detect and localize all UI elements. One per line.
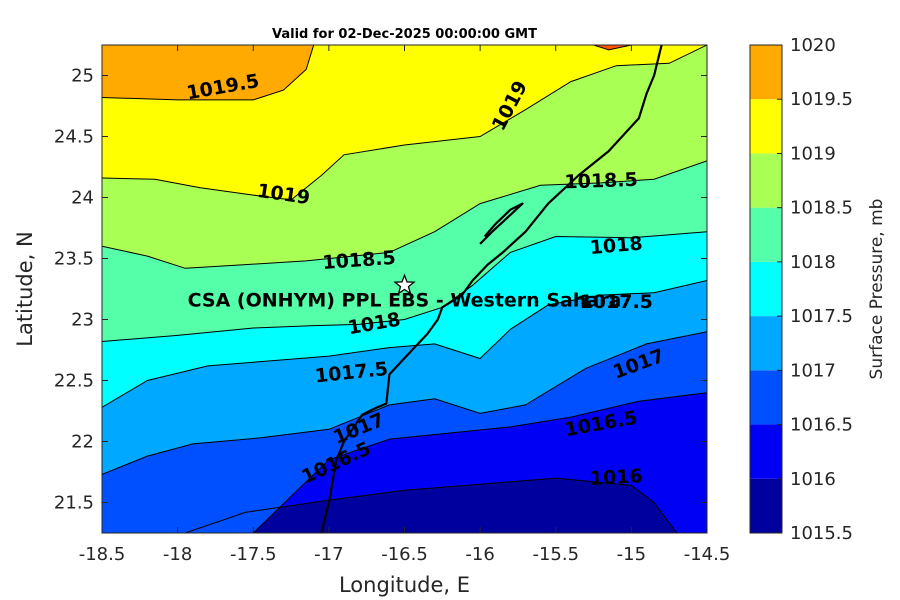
contour-line-1019	[102, 45, 707, 201]
y-tick-label: 24	[71, 188, 94, 209]
x-tick-label: -15	[617, 544, 646, 565]
contour-label-1018.5: 1018.5	[564, 169, 638, 194]
colorbar-swatch	[750, 370, 782, 425]
colorbar-tick-label: 1017	[790, 360, 836, 381]
y-tick-label: 22	[71, 432, 94, 453]
contour-line-1020	[593, 45, 632, 51]
y-axis-label: Latitude, N	[13, 231, 37, 347]
coastline	[320, 45, 663, 533]
x-tick-label: -16	[465, 544, 494, 565]
contour-line-1018	[102, 231, 707, 342]
colorbar-swatch	[750, 316, 782, 371]
x-tick-label: -17	[314, 544, 343, 565]
contour-line-1016.5	[252, 392, 707, 533]
x-tick-label: -17.5	[230, 544, 277, 565]
coastline-line	[320, 45, 663, 533]
x-axis-label: Longitude, E	[339, 573, 470, 597]
colorbar-tick-label: 1019.5	[790, 89, 853, 110]
x-tick-label: -15.5	[532, 544, 579, 565]
contour-line-1017	[102, 331, 707, 475]
colorbar-swatch	[750, 424, 782, 479]
colorbar-label: Surface Pressure, mb	[867, 199, 887, 380]
colorbar-tick-label: 1017.5	[790, 306, 853, 327]
x-tick-label: -16.5	[381, 544, 428, 565]
colorbar-tick-label: 1020	[790, 35, 836, 56]
colorbar-tick-label: 1016	[790, 469, 836, 490]
x-tick-label: -14.5	[684, 544, 731, 565]
peninsula-line	[479, 202, 524, 245]
band-1019.5	[102, 45, 314, 100]
band-1020	[593, 45, 632, 50]
colorbar-swatch	[750, 99, 782, 154]
y-tick-label: 23.5	[54, 249, 94, 270]
colorbar-swatch	[750, 478, 782, 533]
colorbar-swatch	[750, 261, 782, 317]
colorbar-tick-label: 1018	[790, 252, 836, 273]
colorbar: 1015.5 1016 1016.5 1017 1017.5 1018 1018.5 1019…	[749, 35, 853, 544]
colorbar-tick-label: 1019	[790, 143, 836, 164]
colorbar-tick-label: 1018.5	[790, 198, 853, 219]
contour-line-1016	[185, 477, 678, 533]
x-tick-label: -18	[163, 544, 192, 565]
colorbar-swatch	[750, 45, 782, 100]
contour-lines	[102, 45, 707, 533]
contour-line-1018.5	[102, 160, 707, 269]
station-group: CSA (ONHYM) PPL EBS - Western Sahara	[188, 273, 622, 311]
y-axis: 21.5 22 22.5 23 23.5 24 24.5 25	[54, 66, 707, 514]
contour-line-1019.5	[102, 45, 315, 101]
colorbar-tick-label: 1016.5	[790, 415, 853, 436]
y-tick-label: 23	[71, 310, 94, 331]
contour-label-1018.5: 1018.5	[322, 247, 397, 274]
y-tick-label: 24.5	[54, 127, 94, 148]
contour-label-1016: 1016	[589, 465, 643, 490]
colorbar-frame	[749, 44, 783, 534]
colorbar-tick-label: 1015.5	[790, 523, 853, 544]
y-tick-label: 21.5	[54, 493, 94, 514]
x-tick-label: -18.5	[79, 544, 126, 565]
y-tick-label: 22.5	[54, 371, 94, 392]
chart-title: Valid for 02-Dec-2025 00:00:00 GMT	[272, 27, 537, 42]
x-axis: -18.5 -18 -17.5 -17 -16.5 -16 -15.5 -15 -14.5	[79, 45, 731, 565]
colorbar-swatch	[750, 207, 782, 262]
y-tick-label: 25	[71, 66, 94, 87]
contour-line-1017.5	[102, 280, 707, 408]
contour-label-1018: 1018	[589, 233, 644, 260]
station-star-icon	[393, 273, 416, 295]
colorbar-swatch	[750, 153, 782, 208]
station-name: CSA (ONHYM) PPL EBS - Western Sahara	[188, 289, 622, 311]
contour-label-1017.5: 1017.5	[580, 291, 653, 313]
